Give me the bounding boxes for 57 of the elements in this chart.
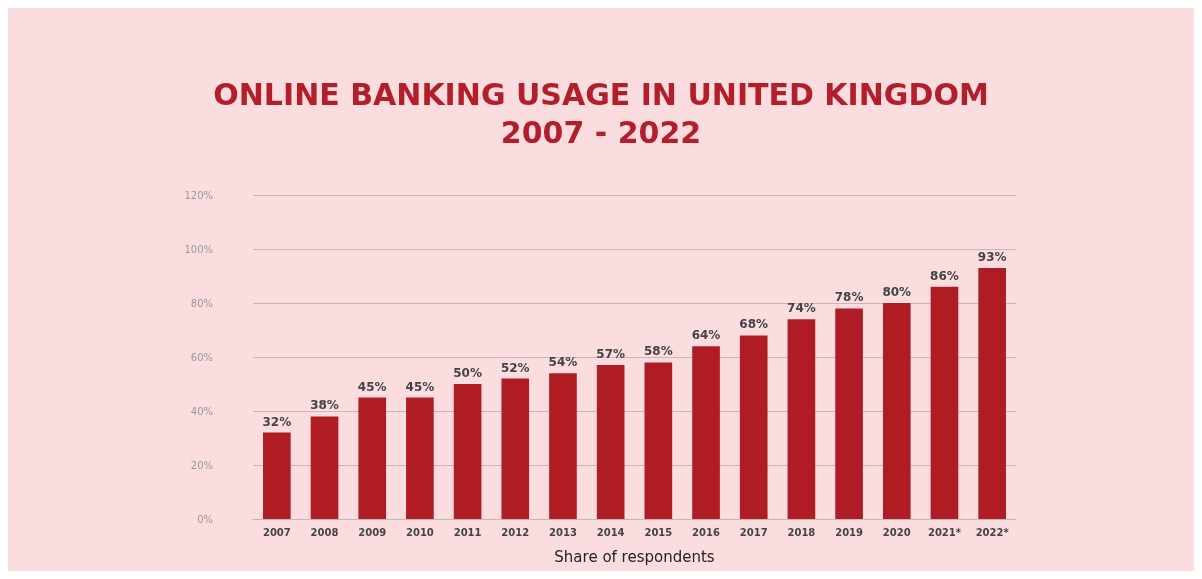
y-tick-label: 80% xyxy=(190,297,213,309)
bar xyxy=(358,397,387,519)
chart-title: ONLINE BANKING USAGE IN UNITED KINGDOM 2007 - 2022 xyxy=(213,76,989,150)
x-tick-label: 2016 xyxy=(692,526,720,538)
bar xyxy=(787,319,816,519)
x-tick-label: 2007 xyxy=(262,526,291,538)
bar xyxy=(882,303,911,519)
data-label: 57% xyxy=(596,347,626,362)
bar xyxy=(739,335,768,519)
x-tick-label: 2010 xyxy=(405,526,434,538)
data-label: 45% xyxy=(405,379,435,394)
x-tick-label: 2022* xyxy=(975,526,1010,538)
data-label: 64% xyxy=(691,328,721,343)
x-tick-label: 2009 xyxy=(358,526,387,538)
bar xyxy=(596,365,625,519)
x-tick-label: 2018 xyxy=(787,526,816,538)
y-tick-label: 0% xyxy=(197,513,213,525)
data-label: 50% xyxy=(453,366,482,380)
y-tick-label: 120% xyxy=(184,189,213,201)
bar xyxy=(835,308,863,519)
y-tick-label: 40% xyxy=(190,405,213,417)
x-tick-label: 2019 xyxy=(835,526,864,538)
x-tick-label: 2021* xyxy=(927,526,962,538)
bar xyxy=(644,362,673,519)
data-label: 45% xyxy=(357,379,387,394)
bar xyxy=(310,416,339,519)
data-label: 54% xyxy=(548,355,578,370)
y-tick-label: 60% xyxy=(190,351,213,363)
data-label: 52% xyxy=(500,360,530,375)
bar xyxy=(930,286,959,519)
bar xyxy=(501,378,530,519)
x-tick-label: 2012 xyxy=(501,526,530,538)
x-axis-title: Share of respondents xyxy=(554,547,715,566)
data-label: 86% xyxy=(930,268,959,283)
data-label: 93% xyxy=(977,249,1007,264)
x-tick-label: 2008 xyxy=(310,526,339,538)
data-label: 80% xyxy=(882,285,912,299)
data-label: 58% xyxy=(643,344,673,359)
y-tick-label: 20% xyxy=(190,459,213,471)
bar xyxy=(978,267,1006,519)
x-tick-label: 2015 xyxy=(644,526,673,538)
data-label: 74% xyxy=(787,301,816,316)
bar xyxy=(549,373,577,519)
bar xyxy=(692,346,720,519)
data-label: 38% xyxy=(310,398,339,413)
x-tick-label: 2013 xyxy=(549,526,577,538)
x-tick-label: 2017 xyxy=(739,526,768,538)
y-tick-label: 100% xyxy=(184,243,213,255)
x-tick-label: 2011 xyxy=(453,526,482,538)
x-tick-label: 2020 xyxy=(882,526,911,538)
x-tick-label: 2014 xyxy=(596,526,625,538)
data-label: 78% xyxy=(834,290,864,305)
data-label: 68% xyxy=(739,317,769,332)
bar xyxy=(453,384,482,519)
data-label: 32% xyxy=(262,414,292,429)
bar xyxy=(406,397,434,519)
bar xyxy=(263,432,291,519)
